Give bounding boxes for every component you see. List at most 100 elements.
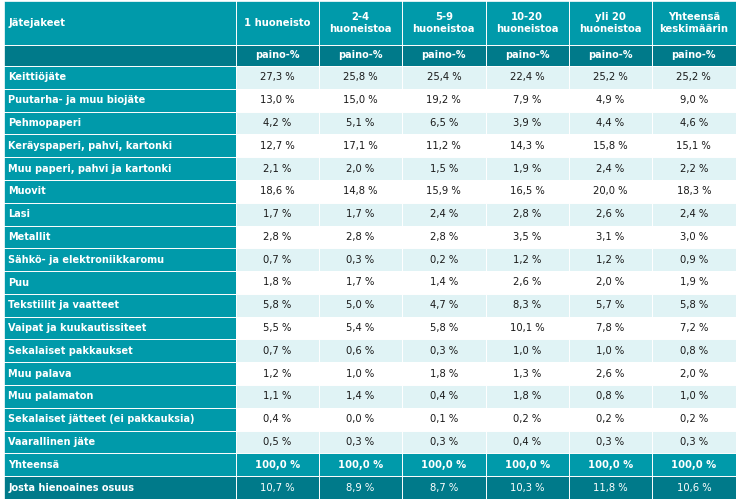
Bar xyxy=(319,112,402,134)
Bar xyxy=(235,454,319,476)
Bar xyxy=(4,385,235,408)
Bar xyxy=(652,430,736,454)
Bar xyxy=(569,112,652,134)
Text: 1,0 %: 1,0 % xyxy=(680,392,708,402)
Bar xyxy=(486,180,569,203)
Bar xyxy=(569,294,652,316)
Bar xyxy=(569,180,652,203)
Bar xyxy=(652,385,736,408)
Bar xyxy=(486,248,569,271)
Bar xyxy=(4,362,235,385)
Text: Yhteensä
keskimäärin: Yhteensä keskimäärin xyxy=(659,12,728,34)
Bar xyxy=(652,294,736,316)
Bar xyxy=(4,180,235,203)
Text: 1,7 %: 1,7 % xyxy=(263,209,292,219)
Bar xyxy=(4,271,235,294)
Bar xyxy=(486,316,569,340)
Bar xyxy=(652,362,736,385)
Text: 10,7 %: 10,7 % xyxy=(260,482,294,492)
Text: 3,5 %: 3,5 % xyxy=(513,232,541,242)
Bar xyxy=(569,408,652,430)
Bar xyxy=(486,294,569,316)
Text: 1,9 %: 1,9 % xyxy=(513,164,542,173)
Bar xyxy=(652,476,736,499)
Bar xyxy=(402,340,486,362)
Bar xyxy=(319,134,402,157)
Text: Muu palava: Muu palava xyxy=(8,368,72,378)
Text: 2,0 %: 2,0 % xyxy=(680,368,708,378)
Bar xyxy=(652,248,736,271)
Bar xyxy=(569,134,652,157)
Bar xyxy=(319,271,402,294)
Text: 8,3 %: 8,3 % xyxy=(513,300,541,310)
Bar xyxy=(402,134,486,157)
Text: 2,2 %: 2,2 % xyxy=(680,164,708,173)
Text: 25,4 %: 25,4 % xyxy=(427,72,461,83)
Text: 11,2 %: 11,2 % xyxy=(427,141,461,151)
Bar xyxy=(235,180,319,203)
Bar xyxy=(569,66,652,89)
Text: 2,8 %: 2,8 % xyxy=(263,232,292,242)
Bar xyxy=(402,66,486,89)
Text: 0,4 %: 0,4 % xyxy=(263,414,292,424)
Bar xyxy=(319,385,402,408)
Bar xyxy=(402,294,486,316)
Text: 2,4 %: 2,4 % xyxy=(680,209,708,219)
Bar xyxy=(4,134,235,157)
Bar xyxy=(235,476,319,499)
Text: Vaipat ja kuukautissiteet: Vaipat ja kuukautissiteet xyxy=(8,323,146,333)
Text: 1,4 %: 1,4 % xyxy=(430,278,458,287)
Bar xyxy=(319,45,402,66)
Bar xyxy=(235,316,319,340)
Text: 1,0 %: 1,0 % xyxy=(596,346,624,356)
Text: 0,2 %: 0,2 % xyxy=(680,414,708,424)
Text: 6,5 %: 6,5 % xyxy=(430,118,458,128)
Text: 7,8 %: 7,8 % xyxy=(596,323,624,333)
Bar xyxy=(402,157,486,180)
Text: 2,0 %: 2,0 % xyxy=(346,164,375,173)
Text: 4,6 %: 4,6 % xyxy=(680,118,708,128)
Bar xyxy=(486,454,569,476)
Bar xyxy=(4,226,235,248)
Bar xyxy=(235,134,319,157)
Bar xyxy=(4,1,235,45)
Bar xyxy=(486,340,569,362)
Bar xyxy=(235,157,319,180)
Bar xyxy=(569,271,652,294)
Bar xyxy=(569,476,652,499)
Bar xyxy=(486,385,569,408)
Bar xyxy=(319,294,402,316)
Text: 10,1 %: 10,1 % xyxy=(510,323,545,333)
Bar xyxy=(402,45,486,66)
Bar xyxy=(486,89,569,112)
Bar xyxy=(569,202,652,226)
Bar xyxy=(652,180,736,203)
Bar xyxy=(486,112,569,134)
Bar xyxy=(235,385,319,408)
Bar xyxy=(486,157,569,180)
Text: 1,2 %: 1,2 % xyxy=(513,254,542,264)
Bar xyxy=(235,66,319,89)
Bar xyxy=(235,271,319,294)
Text: 4,7 %: 4,7 % xyxy=(430,300,458,310)
Text: 100,0 %: 100,0 % xyxy=(505,460,550,470)
Text: 100,0 %: 100,0 % xyxy=(255,460,300,470)
Text: 0,8 %: 0,8 % xyxy=(680,346,708,356)
Text: 5,0 %: 5,0 % xyxy=(346,300,375,310)
Bar xyxy=(235,248,319,271)
Bar xyxy=(4,408,235,430)
Text: 20,0 %: 20,0 % xyxy=(593,186,628,196)
Text: 10,6 %: 10,6 % xyxy=(677,482,711,492)
Bar xyxy=(486,202,569,226)
Bar xyxy=(235,408,319,430)
Bar xyxy=(486,476,569,499)
Text: 0,8 %: 0,8 % xyxy=(596,392,624,402)
Text: 18,3 %: 18,3 % xyxy=(677,186,711,196)
Bar xyxy=(402,248,486,271)
Bar xyxy=(486,362,569,385)
Bar xyxy=(569,1,652,45)
Bar xyxy=(569,157,652,180)
Text: Tekstiilit ja vaatteet: Tekstiilit ja vaatteet xyxy=(8,300,119,310)
Bar xyxy=(4,454,235,476)
Text: Vaarallinen jäte: Vaarallinen jäte xyxy=(8,437,95,447)
